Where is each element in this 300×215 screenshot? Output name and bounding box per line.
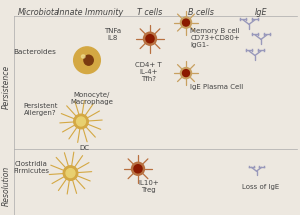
Ellipse shape [143,32,157,45]
Ellipse shape [182,19,190,26]
Text: Memory B cell
CD73+CD80+
IgG1-: Memory B cell CD73+CD80+ IgG1- [190,28,240,48]
Text: Persistent
Allergen?: Persistent Allergen? [23,103,58,116]
Ellipse shape [81,55,85,58]
Text: Resolution: Resolution [2,166,11,206]
Ellipse shape [180,68,192,79]
Text: Loss of IgE: Loss of IgE [242,184,280,190]
Ellipse shape [131,162,145,175]
Text: Microbiota: Microbiota [18,8,60,17]
Ellipse shape [146,35,154,43]
Text: Innate Immunity: Innate Immunity [57,8,123,17]
Text: IL10+
Treg: IL10+ Treg [138,180,159,192]
Text: Monocyte/
Macrophage: Monocyte/ Macrophage [70,92,113,105]
Ellipse shape [84,55,93,65]
Ellipse shape [76,117,85,126]
Text: DC: DC [79,145,89,151]
Ellipse shape [134,165,142,173]
Text: TNFa
IL8: TNFa IL8 [104,28,121,41]
Text: Persistence: Persistence [2,65,11,109]
Text: B cells: B cells [188,8,214,17]
Text: IgE Plasma Cell: IgE Plasma Cell [190,84,244,90]
Ellipse shape [182,70,190,77]
Text: Bacteroides: Bacteroides [13,49,56,55]
Ellipse shape [63,166,78,180]
Text: Clostridia
Firmicutes: Clostridia Firmicutes [14,161,50,174]
Text: T cells: T cells [137,8,163,17]
Text: IgE: IgE [255,8,267,17]
Ellipse shape [74,47,100,74]
Ellipse shape [66,169,75,178]
Ellipse shape [74,114,88,129]
Text: CD4+ T
IL-4+
Tfh?: CD4+ T IL-4+ Tfh? [135,62,162,82]
Ellipse shape [180,17,192,28]
